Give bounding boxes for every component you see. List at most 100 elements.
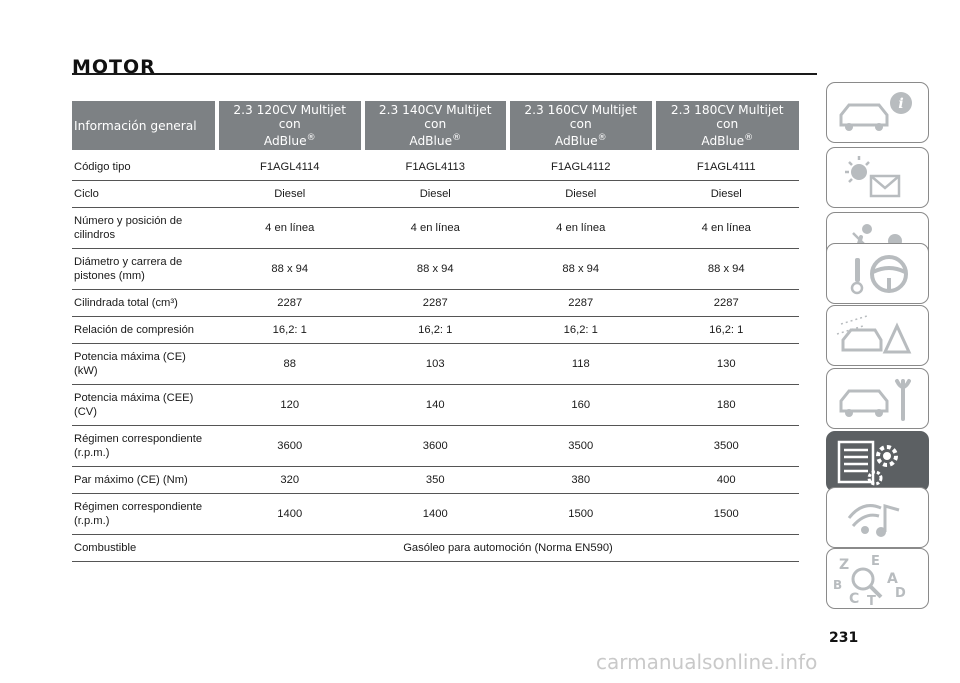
svg-text:T: T (867, 594, 876, 609)
index-icon: Z E B A C T D (833, 554, 906, 609)
sidebar-tab-maintenance[interactable] (826, 368, 929, 429)
cell-value: 160 (508, 384, 654, 427)
cell-value: 3600 (217, 425, 363, 468)
table-row: Relación de compresión 16,2: 1 16,2: 1 1… (72, 316, 799, 345)
page-number: 231 (829, 630, 859, 646)
table-header-row: Información general 2.3 120CV Multijet c… (72, 101, 799, 151)
header-general: Información general (72, 101, 217, 151)
svg-text:D: D (895, 586, 906, 601)
sidebar-tab-vehicle-info[interactable]: i (826, 82, 929, 143)
cell-value: Diesel (508, 180, 654, 209)
svg-text:C: C (849, 591, 859, 607)
header-model-120cv: 2.3 120CV Multijet con AdBlue® (215, 101, 363, 151)
cell-value: 2287 (217, 289, 363, 318)
cell-value: 3500 (653, 425, 799, 468)
table-row: Régimen correspondiente (r.p.m.) 3600 360… (72, 425, 799, 468)
cell-value: 1500 (508, 493, 654, 536)
svg-text:i: i (898, 96, 903, 112)
cell-value: 1500 (653, 493, 799, 536)
cell-value: F1AGL4113 (362, 150, 508, 182)
row-label: Relación de compresión (72, 316, 217, 345)
cell-value: 1400 (217, 493, 363, 536)
row-label: Código tipo (72, 150, 217, 182)
cell-value: Diesel (217, 180, 363, 209)
svg-text:B: B (833, 578, 842, 592)
cell-value: 16,2: 1 (508, 316, 654, 345)
cell-value: 16,2: 1 (217, 316, 363, 345)
table-row: Cilindrada total (cm³) 2287 2287 2287 22… (72, 289, 799, 318)
sidebar-tab-starting-driving[interactable] (826, 243, 929, 304)
header-model-160cv: 2.3 160CV Multijet con AdBlue® (506, 101, 654, 151)
svg-text:A: A (887, 571, 898, 587)
sidebar-tab-emergency[interactable] (826, 305, 929, 366)
cell-value: Diesel (362, 180, 508, 209)
cell-value: 350 (362, 466, 508, 495)
header-model-180cv: 2.3 180CV Multijet con AdBlue® (651, 101, 799, 151)
cell-value: 4 en línea (508, 207, 654, 250)
car-info-icon: i (839, 92, 912, 131)
cell-value: 2287 (653, 289, 799, 318)
cell-value: 130 (653, 343, 799, 386)
maintenance-icon (839, 379, 911, 421)
row-label: Número y posición de cilindros (72, 207, 217, 250)
table-row: Par máximo (CE) (Nm) 320 350 380 400 (72, 466, 799, 495)
cell-value: 4 en línea (362, 207, 508, 250)
cell-value: 1400 (362, 493, 508, 536)
table-row: Potencia máxima (CE) (kW) 88 103 118 130 (72, 343, 799, 386)
cell-value: 88 x 94 (362, 248, 508, 291)
warning-lights-icon (845, 156, 901, 198)
cell-value: 16,2: 1 (362, 316, 508, 345)
cell-value: 3600 (362, 425, 508, 468)
cell-value: 2287 (508, 289, 654, 318)
table-row: Diámetro y carrera de pistones (mm) 88 x … (72, 248, 799, 291)
emergency-icon (836, 315, 912, 354)
table-row: Ciclo Diesel Diesel Diesel Diesel (72, 180, 799, 209)
cell-value: Diesel (653, 180, 799, 209)
cell-value: 88 (217, 343, 363, 386)
cell-value: F1AGL4114 (217, 150, 363, 182)
table-row: Número y posición de cilindros 4 en línea… (72, 207, 799, 250)
row-label: Régimen correspondiente (r.p.m.) (72, 425, 217, 468)
cell-value: 4 en línea (217, 207, 363, 250)
cell-value-spanning: Gasóleo para automoción (Norma EN590) (217, 534, 799, 563)
cell-value: 88 x 94 (217, 248, 363, 291)
sidebar-tab-index[interactable]: Z E B A C T D (826, 548, 929, 609)
cell-value: 320 (217, 466, 363, 495)
row-label: Potencia máxima (CE) (kW) (72, 343, 217, 386)
engine-spec-table: Información general 2.3 120CV Multijet c… (72, 101, 799, 563)
sidebar-tab-technical-data[interactable] (826, 431, 929, 492)
cell-value: 140 (362, 384, 508, 427)
cell-value: 400 (653, 466, 799, 495)
row-label: Par máximo (CE) (Nm) (72, 466, 217, 495)
row-label: Potencia máxima (CEE) (CV) (72, 384, 217, 427)
cell-value: 118 (508, 343, 654, 386)
header-model-140cv: 2.3 140CV Multijet con AdBlue® (360, 101, 508, 151)
watermark: carmanualsonline.info (596, 650, 818, 674)
cell-value: 120 (217, 384, 363, 427)
row-label: Régimen correspondiente (r.p.m.) (72, 493, 217, 536)
row-label: Diámetro y carrera de pistones (mm) (72, 248, 217, 291)
row-label: Ciclo (72, 180, 217, 209)
title-divider (72, 73, 817, 75)
cell-value: 3500 (508, 425, 654, 468)
technical-data-icon (837, 440, 898, 486)
cell-value: 180 (653, 384, 799, 427)
sidebar-tab-warning-lights[interactable] (826, 147, 929, 208)
svg-text:Z: Z (839, 557, 849, 573)
cell-value: 103 (362, 343, 508, 386)
table-row: Código tipo F1AGL4114 F1AGL4113 F1AGL411… (72, 150, 799, 182)
row-label: Combustible (72, 534, 217, 563)
sidebar-tab-multimedia[interactable] (826, 487, 929, 548)
cell-value: 16,2: 1 (653, 316, 799, 345)
steering-wheel-icon (850, 255, 908, 295)
cell-value: 88 x 94 (508, 248, 654, 291)
svg-text:E: E (871, 554, 880, 569)
table-row: Combustible Gasóleo para automoción (Nor… (72, 534, 799, 563)
table-row: Potencia máxima (CEE) (CV) 120 140 160 18… (72, 384, 799, 427)
table-row: Régimen correspondiente (r.p.m.) 1400 140… (72, 493, 799, 536)
cell-value: F1AGL4111 (653, 150, 799, 182)
cell-value: 2287 (362, 289, 508, 318)
multimedia-icon (847, 504, 900, 537)
cell-value: 380 (508, 466, 654, 495)
cell-value: 4 en línea (653, 207, 799, 250)
